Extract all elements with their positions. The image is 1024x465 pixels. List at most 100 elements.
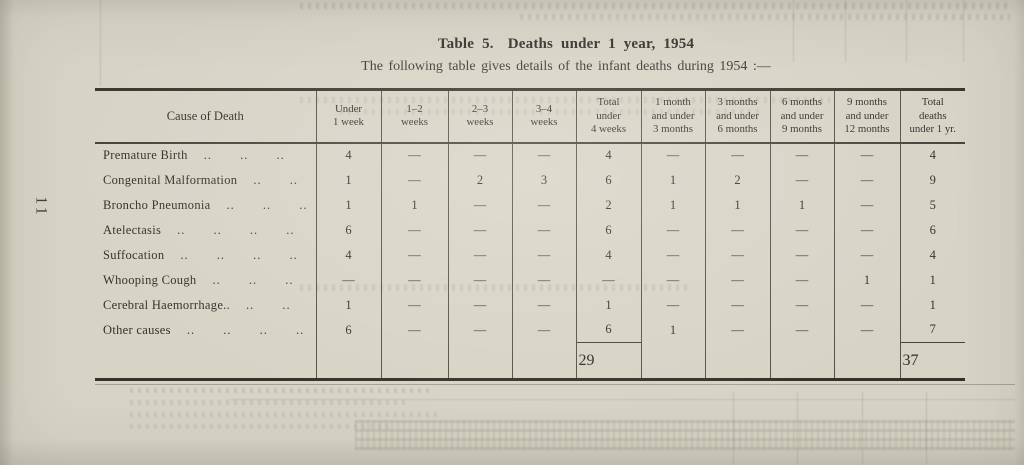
value-cell: — [769,267,834,293]
cause-name: Atelectasis [103,222,162,237]
column-header-2-3-weeks: 2–3 weeks [447,89,512,144]
value-cell: — [769,292,834,318]
totals-empty-cell [704,342,770,380]
bleed-through-line [862,392,863,465]
bleed-through-text [130,400,410,405]
totals-empty-cell [95,343,316,380]
value-cell: 1 [315,192,381,218]
value-cell: 1 [769,192,834,218]
cause-name: Suffocation [103,247,165,262]
value-cell: 1 [899,267,965,293]
cause-of-death-cell: Atelectasis .. .. .. .. [95,218,316,243]
table-footer: 29 37 [95,342,965,380]
bleed-through-text [130,424,390,429]
cause-name: Broncho Pneumonia [103,197,211,212]
value-cell: 2 [447,167,512,193]
value-cell: — [315,267,381,293]
value-cell: 1 [640,192,705,218]
value-cell: — [704,292,770,318]
value-cell: — [447,192,512,218]
value-cell: — [833,317,900,343]
table-row: Broncho Pneumonia.. .. .. 1 1— —2 1 1 1—5 [95,192,965,218]
value-cell: — [769,142,834,168]
value-cell: 6 [575,217,641,243]
value-cell: — [575,267,641,293]
value-cell: 6 [315,217,381,243]
value-cell: 4 [899,142,965,168]
dot-leaders: .. .. .. [203,148,285,162]
cause-name: Premature Birth [103,148,188,162]
value-cell: — [447,292,512,318]
value-cell: — [640,217,705,243]
cause-of-death-cell: Cerebral Haemorrhage.. .. .. [95,293,316,318]
value-cell: 7 [899,317,965,343]
value-cell: 6 [315,317,381,343]
table-header: Cause of Death Under 1 week 1–2 weeks 2–… [95,89,965,144]
table-title-label: Table 5. [437,36,494,52]
value-cell: — [769,167,834,193]
value-cell: — [704,217,770,243]
value-cell: — [769,242,834,268]
bleed-through-line [797,392,798,465]
column-header-total-under-4-weeks: Total under 4 weeks [575,89,641,144]
value-cell: 1 [315,292,381,318]
value-cell: 4 [575,142,641,168]
cause-name: Whooping Cough [103,272,197,287]
bottom-rule-echo [95,384,1015,385]
cause-of-death-cell: Broncho Pneumonia .. .. .. [95,193,316,218]
value-cell: — [511,267,576,293]
value-cell: — [511,142,576,168]
value-cell: — [769,217,834,243]
value-cell: — [380,317,448,343]
value-cell: 6 [899,217,965,243]
value-cell: — [380,242,448,268]
value-cell: — [833,142,900,168]
cause-name: Congenital Malformation [103,172,238,187]
value-cell: 4 [899,242,965,268]
value-cell: 1 [575,292,641,318]
value-cell: 1 [640,167,705,193]
value-cell: 1 [899,292,965,318]
value-cell: — [380,217,448,243]
total-under-4-weeks-value: 29 [575,342,641,380]
value-cell: 1 [315,167,381,193]
table-row: Cerebral Haemorrhage.... .. 1— — —1— — — —1 [95,292,965,318]
totals-empty-cell [315,342,381,380]
totals-empty-cell [640,342,705,380]
deaths-table: Cause of Death Under 1 week 1–2 weeks 2–… [95,88,965,381]
totals-empty-cell [511,342,576,380]
value-cell: — [704,242,770,268]
value-cell: — [447,142,512,168]
bleed-through-text [300,3,1010,9]
bleed-through-line [100,0,101,86]
value-cell: — [833,217,900,243]
table-row: Suffocation.. .. .. .. 4— — —4— — — —4 [95,242,965,268]
bleed-through-line [230,399,1015,400]
value-cell: — [769,317,834,343]
column-header-9-12-months: 9 months and under 12 months [833,89,900,144]
total-deaths-under-1-yr-value: 37 [899,342,965,380]
value-cell: 9 [899,167,965,193]
value-cell: 5 [899,192,965,218]
dot-leaders: .. .. .. [212,272,294,287]
value-cell: — [833,192,900,218]
table-body: Premature Birth.. .. .. 4— — —4— — — —4 Congeni… [95,142,965,343]
value-cell: — [704,142,770,168]
dot-leaders: .. .. .. .. [186,322,305,337]
value-cell: — [704,317,770,343]
column-header-6-9-months: 6 months and under 9 months [769,89,834,144]
value-cell: 4 [315,242,381,268]
dot-leaders: .. .. .. .. [177,222,295,237]
table-row: Congenital Malformation.. .. 1—2 3 6 1 2— —9 [95,167,965,193]
cause-of-death-cell: Premature Birth .. .. .. [95,143,316,168]
value-cell: — [511,242,576,268]
value-cell: — [640,292,705,318]
dot-leaders: .. .. .. .. [180,247,298,262]
cause-name: Cerebral Haemorrhage.. [103,297,231,312]
dot-leaders: .. .. [253,172,298,187]
value-cell: 1 [833,267,900,293]
column-header-total-deaths-under-1-yr: Total deaths under 1 yr. [899,89,965,144]
totals-empty-cell [833,342,900,380]
bleed-through-line [733,392,734,465]
value-cell: 2 [575,192,641,218]
